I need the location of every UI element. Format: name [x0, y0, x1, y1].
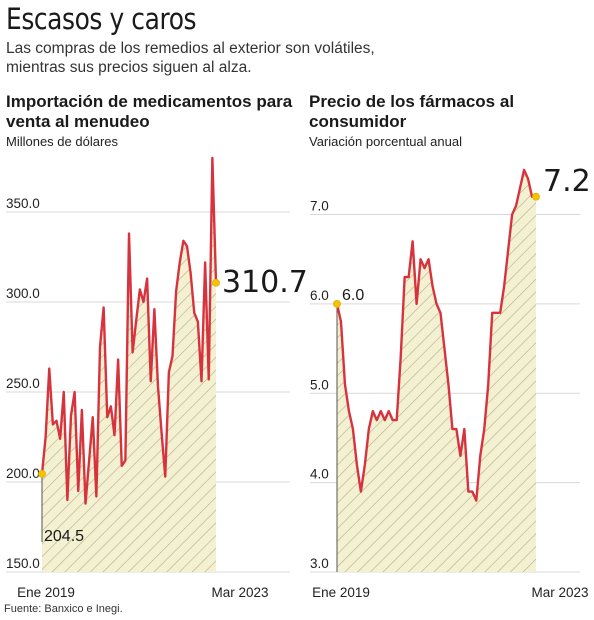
end-value-label: 7.2 — [543, 164, 591, 199]
end-value-label: 310.7 — [222, 265, 308, 300]
x-tick-label: Mar 2023 — [211, 585, 268, 600]
source-note: Fuente: Banxico e Inegi. — [4, 603, 123, 615]
start-point — [38, 469, 46, 478]
import-chart: 150.0 200.0 250.0 300.0 350.0 204.5 310.7 Ene 2… — [6, 156, 308, 600]
end-point — [532, 192, 540, 201]
y-tick-label: 3.0 — [310, 556, 329, 571]
end-point — [212, 278, 220, 287]
y-tick-label: 350.0 — [6, 196, 40, 211]
y-tick-label: 250.0 — [6, 376, 40, 391]
left-chart-unit: Millones de dólares — [6, 134, 119, 149]
start-point — [333, 300, 341, 308]
y-tick-label: 300.0 — [6, 286, 40, 301]
x-tick-label: Ene 2019 — [312, 585, 370, 600]
y-tick-label: 4.0 — [310, 467, 329, 482]
x-tick-label: Mar 2023 — [531, 585, 588, 600]
y-tick-label: 5.0 — [310, 377, 329, 392]
y-tick-label: 150.0 — [6, 556, 40, 571]
x-tick-label: Ene 2019 — [17, 585, 75, 600]
page-title: Escasos y caros — [6, 2, 197, 36]
series-line — [335, 168, 536, 502]
left-chart-title: Importación de medicamentos para venta a… — [6, 92, 293, 131]
right-chart-unit: Variación porcentual anual — [309, 134, 462, 149]
start-value-label: 6.0 — [342, 287, 364, 304]
series-line — [40, 156, 218, 505]
y-tick-label: 6.0 — [310, 288, 329, 303]
y-tick-label: 200.0 — [6, 466, 40, 481]
y-tick-label: 7.0 — [310, 199, 329, 214]
area-fill — [337, 169, 536, 572]
right-chart-title: Precio de los fármacos al consumidor — [309, 92, 515, 131]
start-value-label: 204.5 — [44, 528, 84, 545]
page-subtitle: Las compras de los remedios al exterior … — [6, 40, 375, 76]
price-chart: 3.0 4.0 5.0 6.0 7.0 6.0 7.2 Ene 2019 Mar 2023 — [310, 164, 591, 600]
area-fill — [42, 158, 216, 572]
